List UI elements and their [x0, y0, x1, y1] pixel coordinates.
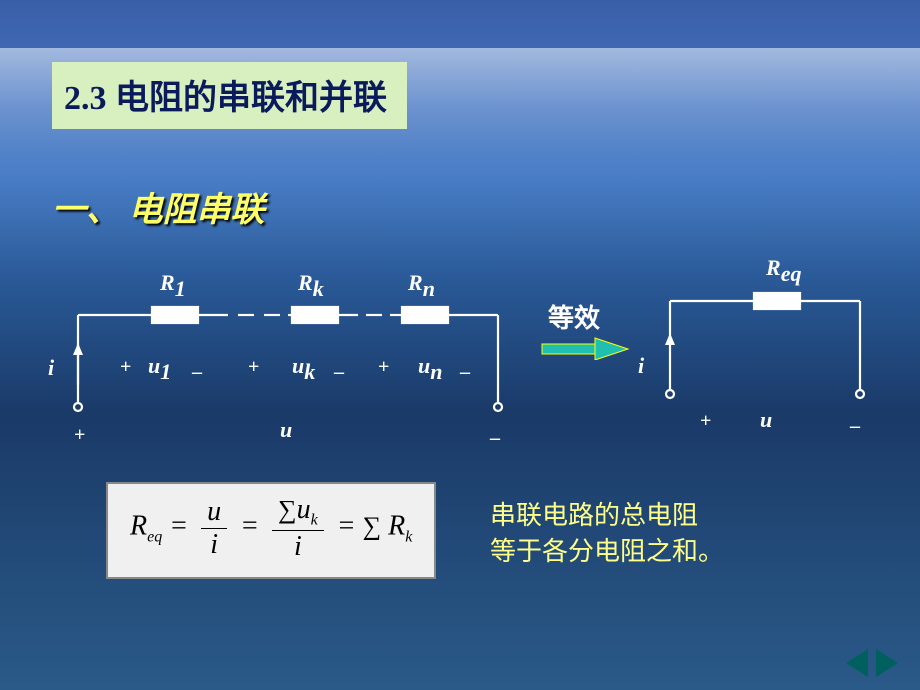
svg-text:uk: uk	[292, 353, 315, 384]
rn-label: Rn	[407, 270, 435, 301]
formula-frac2: ∑uk i	[272, 494, 324, 563]
subsection-heading: 一、 电阻串联	[52, 182, 265, 231]
desc-line2: 等于各分电阻之和。	[490, 534, 724, 570]
section-number: 2.3	[64, 80, 107, 117]
formula-lhs: R	[130, 511, 147, 542]
r1-label: R1	[159, 270, 186, 301]
total-u-right: u	[760, 407, 772, 432]
svg-text:_: _	[191, 354, 203, 376]
next-button[interactable]	[876, 649, 898, 677]
svg-text:+: +	[120, 356, 131, 378]
svg-text:_: _	[489, 420, 501, 442]
nav-buttons	[844, 649, 900, 682]
total-u-left: u	[280, 417, 292, 442]
rk-label: Rk	[297, 270, 324, 301]
current-i-right: i	[638, 353, 645, 378]
section-title-box: 2.3 电阻的串联和并联	[52, 62, 407, 129]
req-label: Req	[765, 255, 801, 286]
svg-text:+: +	[74, 424, 85, 446]
svg-text:_: _	[459, 354, 471, 376]
svg-text:un: un	[418, 353, 443, 384]
svg-text:+: +	[378, 356, 389, 378]
prev-button[interactable]	[846, 649, 868, 677]
desc-line1: 串联电路的总电阻	[490, 498, 724, 534]
svg-text:_: _	[333, 354, 345, 376]
formula-frac1: u i	[201, 496, 227, 561]
svg-text:+: +	[248, 356, 259, 378]
section-title: 电阻的串联和并联	[107, 80, 388, 117]
svg-text:_: _	[849, 408, 861, 430]
circuit-diagram: R1 Rk Rn i + u1 _ + uk _ + un _ + u _ Re…	[30, 255, 900, 455]
svg-text:u1: u1	[148, 353, 171, 384]
formula-box: Req = u i = ∑uk i = ∑ Rk	[106, 482, 436, 579]
description-text: 串联电路的总电阻 等于各分电阻之和。	[490, 498, 724, 571]
svg-text:+: +	[700, 410, 711, 432]
current-i-left: i	[48, 355, 55, 380]
